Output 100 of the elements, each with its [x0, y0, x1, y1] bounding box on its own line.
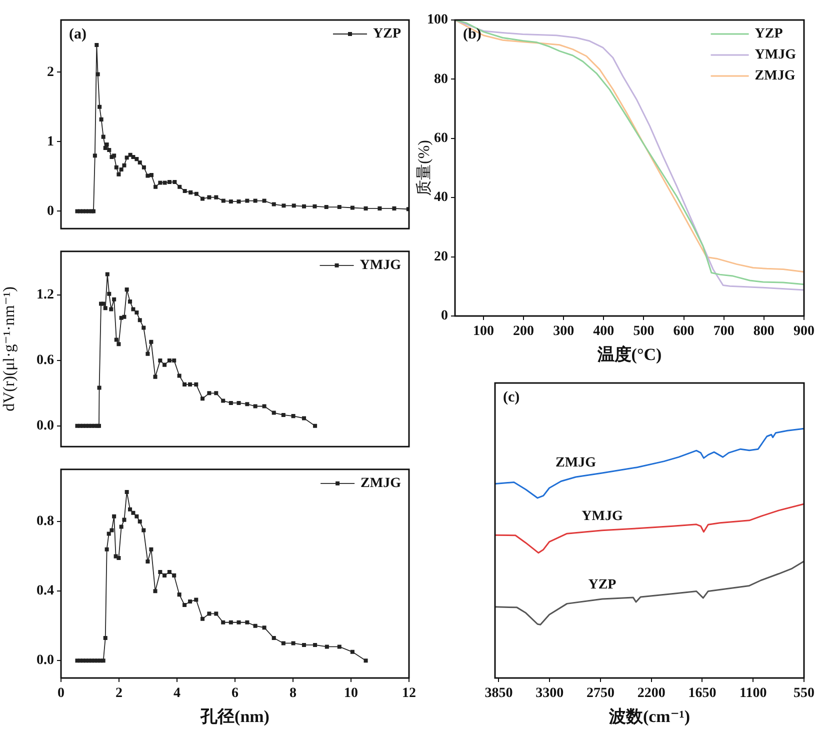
point	[138, 520, 142, 524]
point	[138, 318, 142, 322]
point	[142, 326, 146, 330]
series-label: YMJG	[582, 508, 623, 524]
y-axis-title: dV(r)(μl·g⁻¹·nm⁻¹)	[0, 286, 18, 412]
point	[253, 404, 258, 408]
point	[128, 300, 132, 304]
point	[228, 620, 233, 624]
point	[119, 524, 124, 529]
point	[245, 620, 250, 624]
annotation: (b)	[463, 26, 482, 42]
point	[253, 624, 258, 628]
x-tick-label: 300	[553, 324, 574, 340]
point	[281, 641, 286, 646]
x-axis-title: 波数(cm⁻¹)	[608, 707, 690, 726]
x-tick-label: 400	[593, 324, 614, 340]
legend-label: ZMJG	[360, 476, 402, 492]
series-label: ZMJG	[556, 456, 596, 471]
point	[272, 636, 276, 640]
point	[116, 342, 121, 346]
y-axis-title: 质量(%)	[414, 140, 433, 196]
point	[122, 163, 126, 168]
x-tick-label: 1650	[688, 686, 716, 702]
point	[114, 165, 118, 170]
point	[103, 146, 108, 150]
point	[214, 195, 218, 200]
point	[96, 72, 100, 76]
point	[245, 402, 250, 406]
point	[146, 174, 150, 178]
point	[221, 620, 226, 624]
point	[172, 358, 176, 362]
point	[378, 206, 382, 210]
point	[392, 206, 396, 210]
point	[122, 518, 126, 522]
point	[134, 157, 139, 162]
point	[194, 382, 198, 386]
point	[131, 154, 136, 159]
x-tick-label: 3300	[536, 686, 564, 702]
point	[324, 644, 329, 649]
point	[236, 199, 241, 204]
y-tick-label: 20	[434, 249, 448, 264]
point	[262, 626, 266, 630]
point	[172, 180, 177, 184]
point	[119, 167, 124, 172]
point	[350, 650, 354, 654]
point	[153, 374, 158, 379]
point	[142, 165, 146, 170]
point	[149, 547, 154, 552]
point	[101, 658, 106, 663]
y-tick-label: 0.6	[36, 353, 54, 368]
legend-label: YZP	[373, 26, 402, 42]
y-tick-label: 0	[441, 308, 448, 324]
point	[262, 404, 266, 408]
point	[107, 292, 112, 296]
x-tick-label: 6	[232, 686, 238, 702]
point	[221, 398, 226, 403]
point	[99, 117, 104, 122]
annotation: (a)	[69, 26, 86, 42]
point	[134, 514, 139, 518]
point	[122, 314, 126, 319]
point	[302, 416, 306, 420]
point	[124, 490, 129, 494]
x-tick-label: 1100	[740, 686, 767, 702]
y-tick-label: 80	[434, 72, 448, 87]
point	[207, 391, 212, 396]
point	[188, 190, 193, 194]
point	[214, 391, 218, 396]
point	[178, 184, 182, 189]
y-tick-label: 100	[427, 12, 448, 28]
y-tick-label: 0	[47, 204, 54, 219]
point	[221, 198, 226, 203]
point	[337, 644, 342, 649]
point	[103, 636, 108, 640]
legend-label: YMJG	[754, 48, 796, 63]
x-tick-label: 2750	[586, 686, 614, 702]
point	[110, 528, 114, 532]
x-tick-label: 900	[794, 324, 814, 340]
point	[149, 173, 154, 178]
point	[149, 340, 154, 344]
x-tick-label: 3850	[484, 686, 513, 702]
y-tick-label: 60	[434, 131, 448, 146]
y-tick-label: 0.8	[36, 514, 54, 530]
point	[167, 180, 172, 184]
point	[188, 382, 192, 386]
point	[364, 658, 368, 663]
point	[97, 386, 102, 390]
point	[92, 154, 97, 158]
point	[116, 556, 121, 560]
point	[177, 592, 182, 597]
series-label: YZP	[588, 578, 617, 593]
x-tick-label: 100	[472, 324, 494, 340]
y-tick-label: 0.4	[36, 584, 54, 599]
x-axis-title: 孔径(nm)	[200, 707, 270, 726]
point	[236, 620, 241, 624]
point	[337, 205, 342, 210]
point	[350, 206, 354, 210]
point	[106, 532, 111, 536]
y-tick-label: 1.2	[36, 288, 54, 303]
point	[162, 573, 167, 578]
x-tick-label: 500	[633, 324, 654, 340]
